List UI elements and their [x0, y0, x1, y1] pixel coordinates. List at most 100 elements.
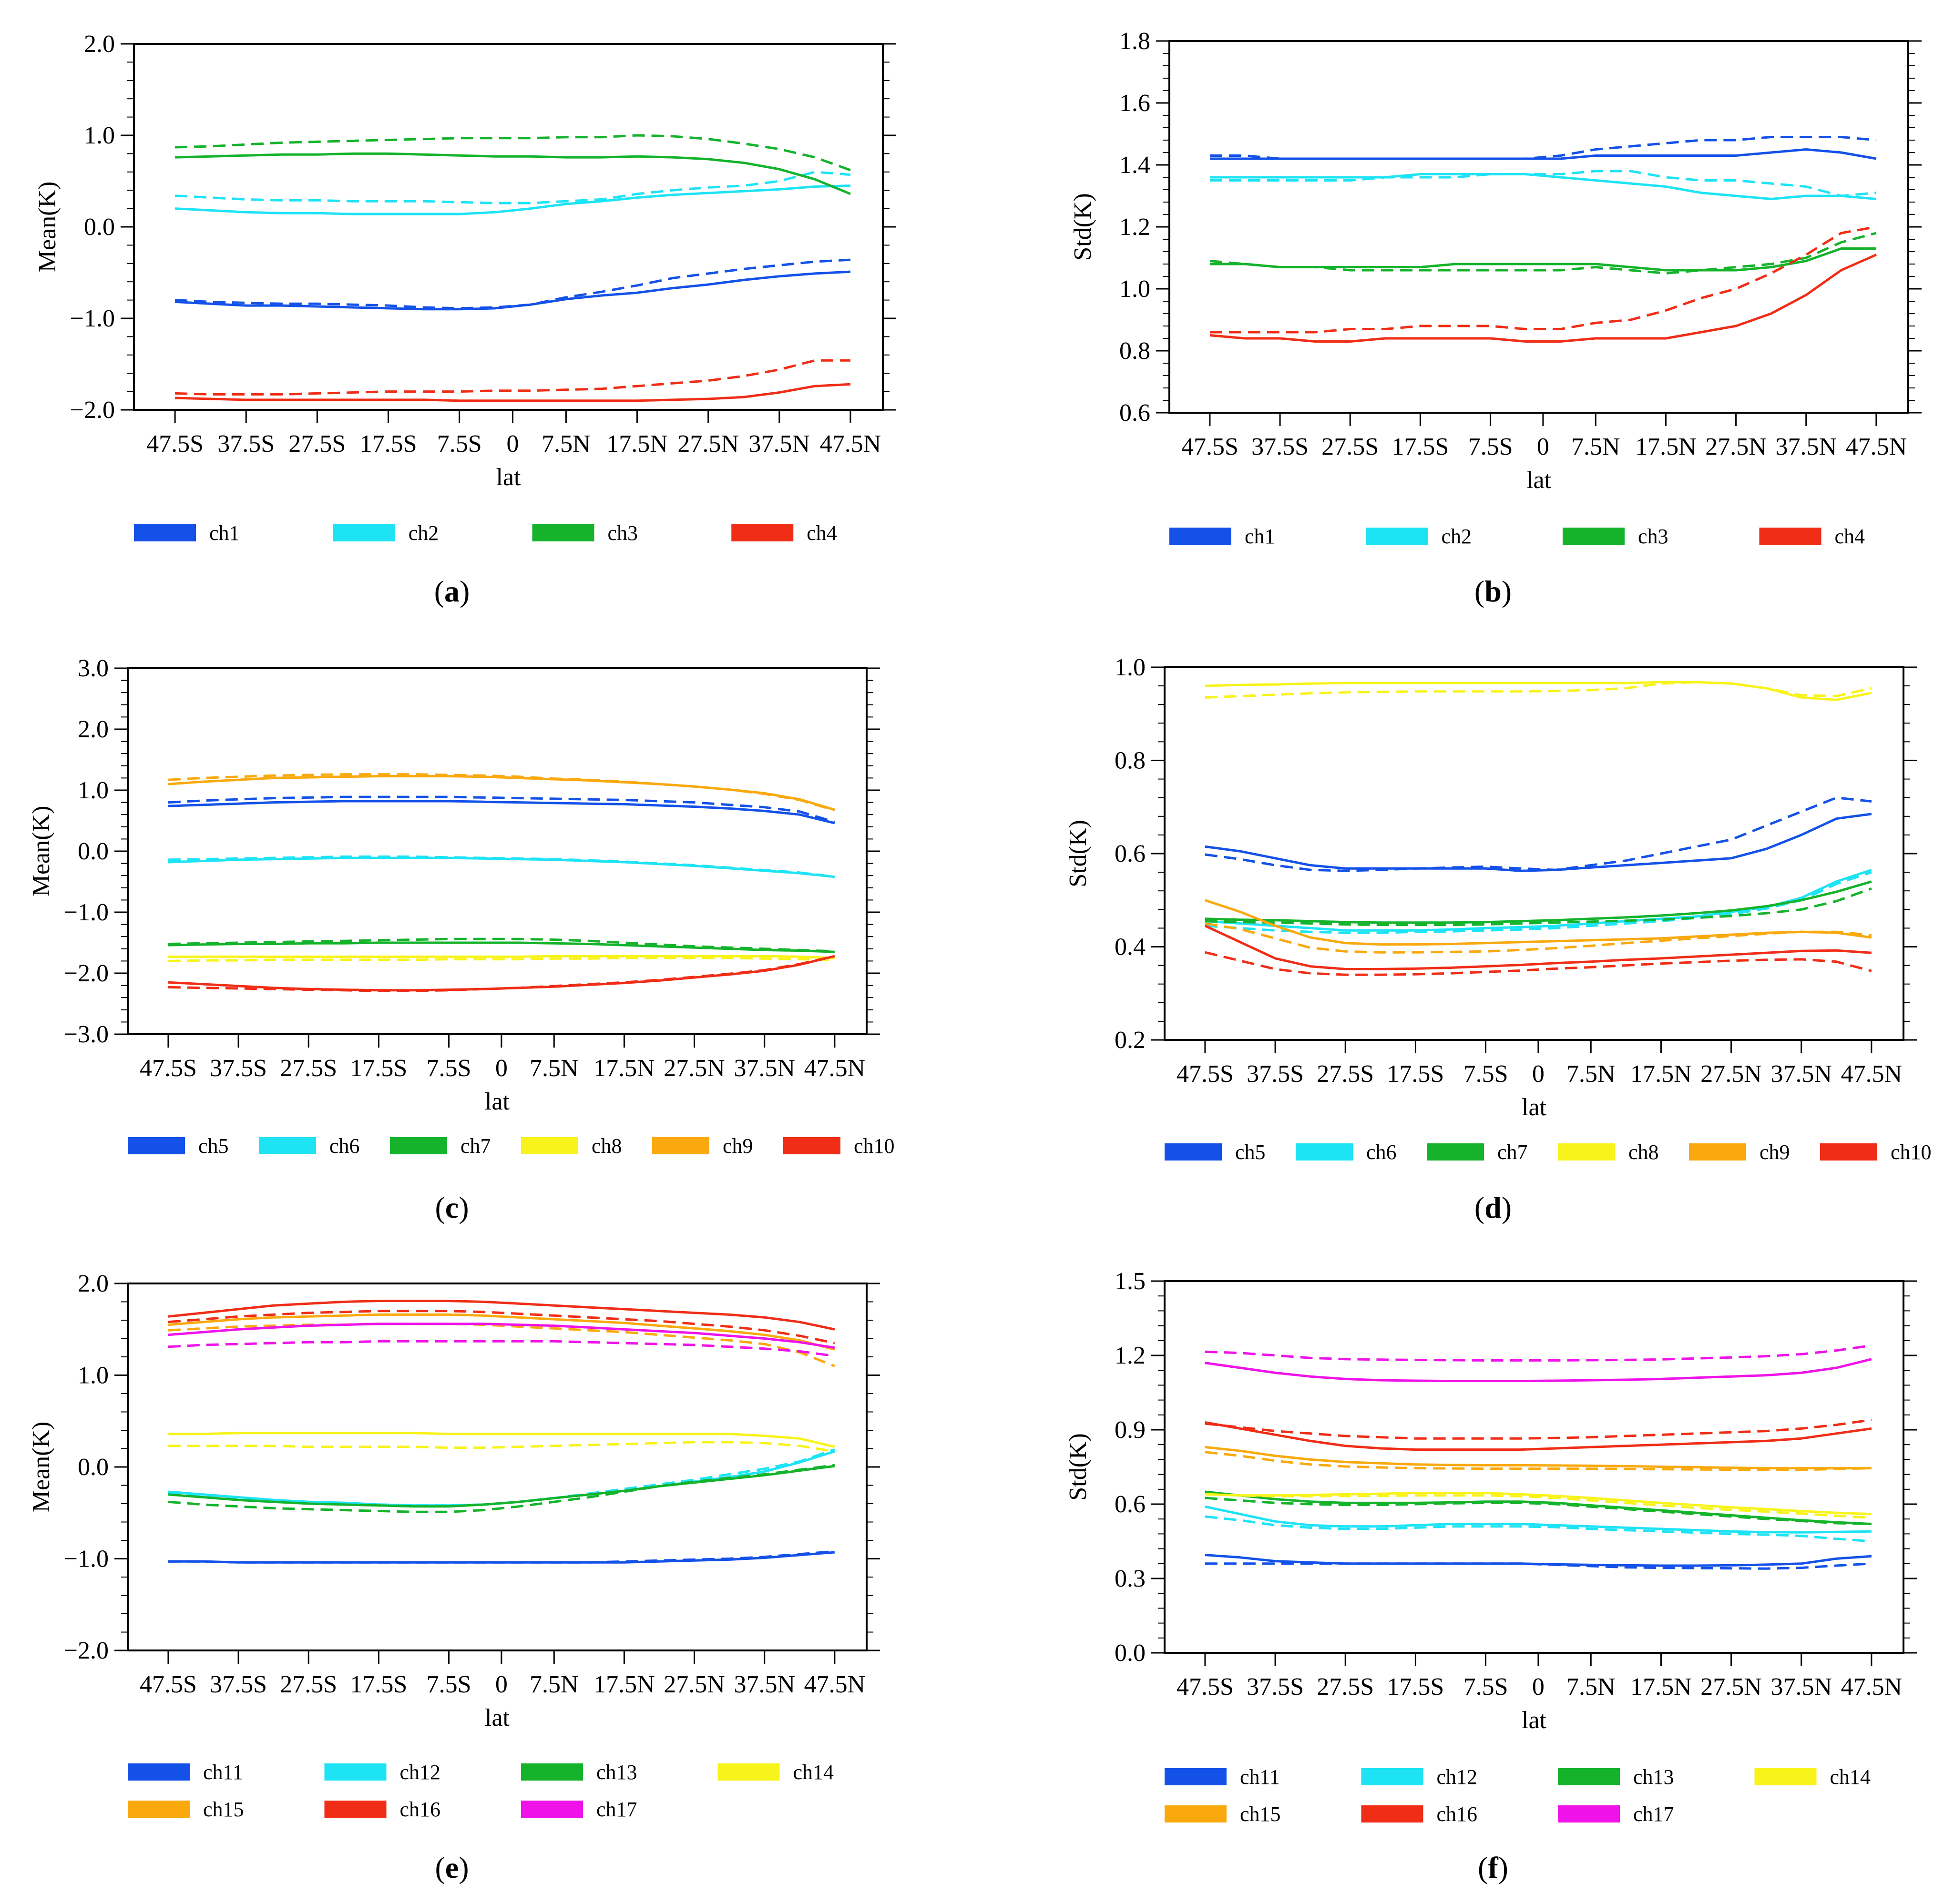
x-tick-label: 7.5N — [1571, 433, 1620, 460]
x-tick-label: 0 — [1532, 1060, 1545, 1088]
panel-caption: (f) — [1478, 1851, 1508, 1884]
series-line-ch10-solid — [1204, 925, 1872, 970]
y-tick-label: 0.6 — [1115, 1491, 1146, 1518]
x-tick-label: 37.5N — [1770, 1673, 1832, 1700]
legend-label-ch4: ch4 — [1835, 525, 1865, 548]
series-line-ch6-dashed — [1205, 871, 1872, 934]
x-axis-title: lat — [1522, 1707, 1547, 1734]
legend-label-ch13: ch13 — [1633, 1765, 1674, 1789]
series-group — [168, 773, 835, 992]
legend-label-ch6: ch6 — [1366, 1140, 1397, 1164]
legend-label-ch13: ch13 — [596, 1761, 637, 1784]
x-tick-label: 0 — [495, 1671, 508, 1698]
y-tick-label: 1.2 — [1119, 214, 1150, 241]
series-line-ch14-dashed — [1205, 1493, 1872, 1519]
legend-label-ch2: ch2 — [1442, 525, 1472, 548]
legend-label-ch10: ch10 — [1891, 1140, 1932, 1164]
x-tick-label: 7.5S — [1463, 1060, 1508, 1088]
caption-close: ) — [1502, 574, 1512, 608]
series-line-ch14-solid — [1205, 1492, 1872, 1516]
x-tick-label: 37.5S — [1247, 1673, 1304, 1700]
x-tick-label: 27.5N — [664, 1055, 725, 1082]
series-line-ch12-solid — [1205, 1505, 1872, 1534]
series-line-ch2-solid — [174, 184, 851, 215]
x-tick-label: 7.5S — [1463, 1673, 1508, 1700]
x-tick-label: 47.5S — [1181, 433, 1238, 460]
series-group — [1204, 681, 1872, 976]
caption-open: ( — [435, 1851, 445, 1884]
series-group — [168, 1300, 835, 1564]
series-line-ch1-dashed — [174, 258, 851, 310]
y-tick-label: 2.0 — [84, 31, 115, 58]
series-line-ch5-solid — [168, 800, 835, 825]
y-tick-label: −1.0 — [70, 305, 115, 332]
x-tick-label: 17.5N — [1630, 1673, 1692, 1700]
series-group — [174, 134, 851, 402]
legend: ch11 ch12 ch13 ch14 ch15 ch16 ch17 — [128, 1761, 834, 1821]
legend-swatch-ch9 — [1689, 1143, 1746, 1161]
caption-open: ( — [434, 574, 444, 608]
series-group — [1209, 136, 1877, 343]
legend-swatch-ch3 — [532, 524, 594, 541]
y-tick-label: −3.0 — [64, 1021, 109, 1048]
legend-swatch-ch13 — [1558, 1768, 1620, 1785]
chart-panel-c: −3.0 −2.0 −1.0 0.0 1.0 2.0 3.0 47.5S 37.5S 27.5S 1… — [28, 655, 895, 1224]
caption-open: ( — [435, 1191, 445, 1224]
caption-letter: a — [444, 574, 460, 608]
x-tick-label: 7.5N — [530, 1671, 579, 1698]
x-tick-label: 27.5N — [664, 1671, 725, 1698]
y-tick-label: 1.8 — [1119, 28, 1150, 55]
series-line-ch3-dashed — [175, 134, 851, 172]
y-axis-title: Std(K) — [1069, 193, 1096, 261]
y-tick-label: 0.0 — [78, 1454, 109, 1481]
series-line-ch4-dashed — [175, 359, 850, 396]
x-tick-label: 27.5S — [280, 1055, 337, 1082]
y-tick-label: 1.0 — [1119, 275, 1150, 303]
legend-swatch-ch15 — [1165, 1805, 1227, 1823]
x-tick-label: 27.5N — [1700, 1060, 1762, 1088]
legend-swatch-ch12 — [1361, 1768, 1423, 1785]
y-tick-label: 0.4 — [1115, 934, 1146, 961]
series-line-ch16-dashed — [1205, 1418, 1872, 1440]
x-axis-title: lat — [496, 464, 522, 491]
series-line-ch1-dashed — [1209, 136, 1877, 160]
series-line-ch1-solid — [174, 270, 851, 311]
y-tick-label: −1.0 — [64, 1546, 109, 1573]
legend-label-ch14: ch14 — [793, 1761, 834, 1784]
series-line-ch2-dashed — [1209, 170, 1877, 197]
caption-close: ) — [459, 1191, 469, 1224]
legend-label-ch2: ch2 — [409, 521, 439, 545]
plot-frame — [127, 667, 868, 1035]
plot-frame — [1164, 666, 1904, 1041]
legend: ch11 ch12 ch13 ch14 ch15 ch16 ch17 — [1165, 1765, 1871, 1826]
y-tick-label: 1.0 — [1115, 654, 1146, 681]
x-tick-label: 47.5N — [1846, 433, 1907, 460]
legend-label-ch15: ch15 — [203, 1798, 244, 1821]
caption-letter: d — [1484, 1191, 1502, 1224]
series-line-ch14-dashed — [168, 1441, 835, 1453]
legend-label-ch8: ch8 — [1628, 1140, 1659, 1164]
series-line-ch3-solid — [175, 152, 851, 195]
x-tick-label: 7.5N — [530, 1055, 579, 1082]
legend-swatch-ch10 — [783, 1137, 840, 1154]
x-tick-label: 17.5S — [1387, 1673, 1444, 1700]
legend-swatch-ch12 — [324, 1763, 387, 1781]
x-tick-label: 37.5N — [1775, 433, 1837, 460]
legend-swatch-ch8 — [1558, 1143, 1615, 1161]
caption-close: ) — [459, 1851, 469, 1884]
y-tick-label: 1.5 — [1115, 1268, 1146, 1295]
plot-frame — [1168, 40, 1909, 414]
x-tick-label: 47.5S — [1177, 1060, 1234, 1088]
x-tick-label: 37.5S — [1247, 1060, 1304, 1088]
legend-swatch-ch13 — [521, 1763, 583, 1781]
legend-label-ch16: ch16 — [400, 1798, 441, 1821]
plot-frame — [133, 43, 884, 411]
series-line-ch15-solid — [168, 1313, 835, 1351]
series-line-ch5-solid — [1205, 813, 1872, 872]
legend-swatch-ch1 — [134, 524, 196, 541]
x-tick-label: 47.5N — [804, 1671, 866, 1698]
chart-panel-d: 0.2 0.4 0.6 0.8 1.0 47.5S 37.5S 27.5S 17.5S 7.5S 0… — [1064, 654, 1932, 1224]
x-tick-label: 17.5N — [1635, 433, 1697, 460]
y-tick-label: 1.6 — [1119, 90, 1150, 117]
x-tick-label: 7.5S — [437, 430, 482, 458]
